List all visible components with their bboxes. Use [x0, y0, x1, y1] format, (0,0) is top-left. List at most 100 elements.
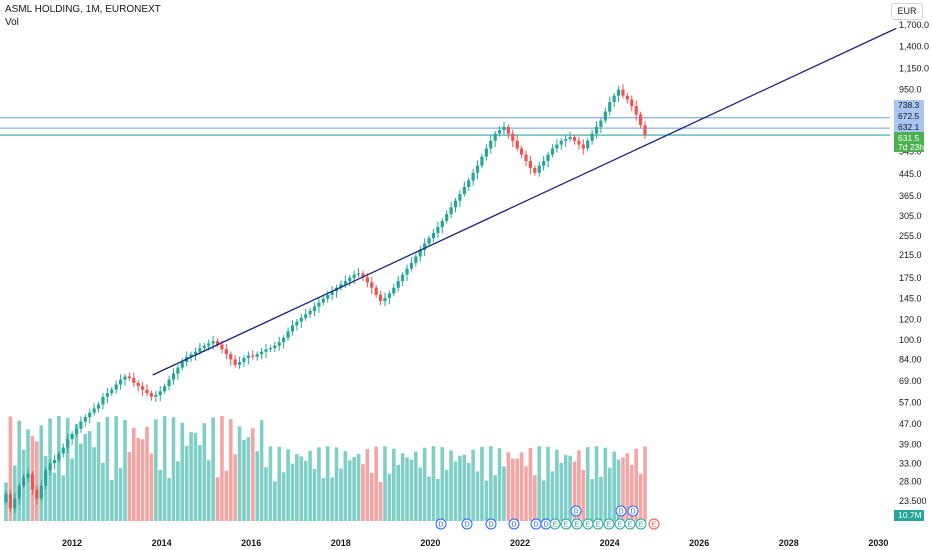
- volume-bar: [277, 446, 282, 521]
- price-badge-label: 631.5: [898, 133, 920, 143]
- volume-bar: [246, 437, 251, 521]
- volume-bar: [634, 448, 638, 521]
- volume-bar: [149, 453, 154, 521]
- candle-body: [638, 114, 643, 126]
- volume-bar: [449, 450, 453, 521]
- volume-bar: [334, 447, 339, 521]
- candle-body: [220, 344, 224, 350]
- volume-bar: [594, 446, 599, 521]
- event-label: D: [573, 509, 578, 516]
- candle-body: [594, 126, 599, 134]
- volume-bar: [330, 477, 334, 521]
- candle-body: [634, 106, 638, 115]
- volume-bar: [61, 475, 66, 521]
- candle-body: [493, 133, 497, 141]
- volume-bar: [211, 417, 215, 521]
- candle-body: [577, 140, 581, 145]
- candle-body: [612, 95, 616, 103]
- candle-body: [273, 345, 277, 349]
- candle-body: [405, 268, 409, 275]
- candle-body: [497, 130, 502, 134]
- volume-bar: [273, 481, 277, 521]
- candle-body: [471, 172, 475, 181]
- event-marker: [435, 518, 447, 530]
- event-marker: [571, 518, 583, 530]
- candle-body: [229, 354, 233, 360]
- event-label: D: [543, 522, 548, 529]
- event-marker: [592, 518, 604, 530]
- volume-bar: [629, 465, 634, 521]
- candle-body: [312, 306, 317, 311]
- volume-bar: [268, 446, 273, 521]
- price-tick: 84.00: [899, 354, 922, 364]
- candle-body: [427, 238, 431, 244]
- volume-bar: [361, 464, 365, 521]
- price-tick: 69.00: [899, 376, 922, 386]
- volume-bar: [145, 426, 149, 521]
- volume-bar: [387, 473, 392, 521]
- event-label: E: [607, 522, 612, 529]
- volume-bar: [484, 480, 489, 521]
- candle-body: [440, 220, 444, 228]
- candle-body: [127, 376, 131, 379]
- candle-body: [17, 485, 21, 499]
- candle-body: [520, 148, 524, 155]
- volume-bar: [101, 462, 105, 521]
- event-label: E: [596, 522, 601, 529]
- price-tick: 950.0: [899, 85, 922, 95]
- volume-bar: [171, 417, 176, 521]
- event-label: D: [511, 522, 516, 529]
- candle-body: [445, 214, 449, 221]
- volume-bar: [35, 441, 39, 521]
- volume-bar: [250, 428, 255, 521]
- candle-body: [418, 249, 422, 257]
- event-marker: [635, 518, 647, 530]
- candle-body: [489, 140, 493, 149]
- volume-bar: [563, 454, 568, 521]
- event-marker: [627, 505, 639, 517]
- candle-body: [66, 439, 70, 448]
- candle-body: [246, 355, 250, 359]
- trendline[interactable]: [152, 27, 897, 376]
- candle-body: [559, 140, 563, 145]
- candle-body: [621, 89, 625, 96]
- candle-body: [586, 140, 590, 149]
- volume-bar: [392, 448, 396, 521]
- candle-body: [356, 273, 361, 275]
- volume-bar: [480, 446, 484, 521]
- candle-body: [572, 137, 577, 141]
- volume-bar: [400, 453, 405, 521]
- candle-body: [330, 291, 334, 295]
- candle-body: [392, 287, 396, 294]
- candle-body: [568, 137, 572, 139]
- candle-body: [92, 408, 96, 413]
- volume-bar: [317, 447, 321, 521]
- event-marker: [549, 518, 561, 530]
- time-tick: 2018: [331, 538, 351, 548]
- volume-bar: [264, 467, 268, 521]
- volume-bar: [568, 455, 572, 521]
- price-tick: 1,400.0: [899, 42, 929, 52]
- candle-body: [475, 165, 480, 173]
- volume-bar: [396, 464, 401, 521]
- candle-body: [603, 111, 607, 121]
- candle-body: [449, 207, 453, 215]
- level-badge-label: 632.1: [898, 122, 920, 132]
- volume-bar: [603, 447, 608, 521]
- price-tick: 33.00: [899, 458, 922, 468]
- volume-bar: [550, 471, 555, 521]
- volume-bar: [409, 459, 414, 521]
- volume-bar: [87, 431, 92, 521]
- volume-bar: [96, 421, 101, 521]
- volume-bar: [308, 450, 312, 521]
- currency-button[interactable]: EUR: [891, 3, 923, 20]
- candle-body: [13, 498, 17, 509]
- event-marker: [485, 518, 497, 530]
- candle-body: [198, 348, 202, 352]
- price-tick: 255.0: [899, 231, 922, 241]
- candle-body: [123, 376, 127, 380]
- candle-body: [251, 355, 255, 357]
- candle-body: [237, 362, 242, 365]
- candle-body: [348, 277, 352, 281]
